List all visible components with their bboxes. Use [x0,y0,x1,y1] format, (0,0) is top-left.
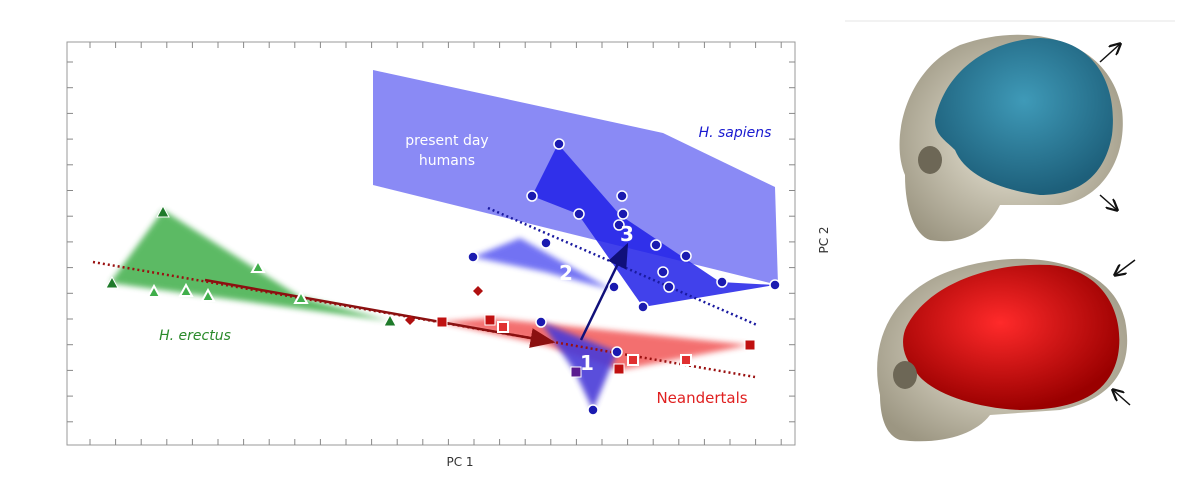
point [436,316,448,328]
point [663,281,675,293]
point [105,275,119,289]
skull-modern [899,34,1123,242]
point [744,339,756,351]
hull-stage-1 [541,322,617,410]
axis-ticks [67,42,795,445]
point [156,204,170,218]
y-axis-label: PC 2 [817,226,831,253]
point [178,282,194,297]
point [484,314,496,326]
arrow [1099,44,1120,63]
point [637,301,649,313]
arrow [1115,259,1136,275]
point [553,138,565,150]
point [146,283,162,298]
hull-stage-2 [473,238,642,307]
point [657,266,669,278]
point [680,250,692,262]
point [526,190,538,202]
stage-label: 2 [559,261,573,285]
point [540,237,552,249]
point [473,286,483,296]
point [769,279,781,291]
point [573,208,585,220]
arrow [1099,194,1117,210]
point [570,366,582,378]
point [587,404,599,416]
point [680,354,692,366]
point [627,354,639,366]
stage-label: 1 [580,351,594,375]
point [535,316,547,328]
point [497,321,509,333]
point [293,289,309,304]
trajectory-arrow [204,278,556,348]
hull-stage-3 [532,144,775,307]
point [617,208,629,220]
point [608,281,620,293]
point [405,315,415,325]
point [611,346,623,358]
point [383,313,397,327]
skull-neandertal [877,258,1128,442]
stage-label: 3 [620,222,634,246]
point [650,239,662,251]
point [200,287,216,302]
group-label: H. erectus [159,328,231,344]
point [716,276,728,288]
x-axis-label: PC 1 [446,455,473,469]
point [613,363,625,375]
arrow [1113,390,1131,406]
trajectory-arrow [579,242,629,341]
point [616,190,628,202]
point [250,258,266,273]
point [613,219,625,231]
point [467,251,479,263]
divider [845,20,1175,22]
hull-erectus [110,210,390,321]
points [105,138,781,416]
group-label: Neandertals [656,389,747,407]
group-label: present day humans [405,133,488,169]
group-label: H. sapiens [699,125,772,141]
